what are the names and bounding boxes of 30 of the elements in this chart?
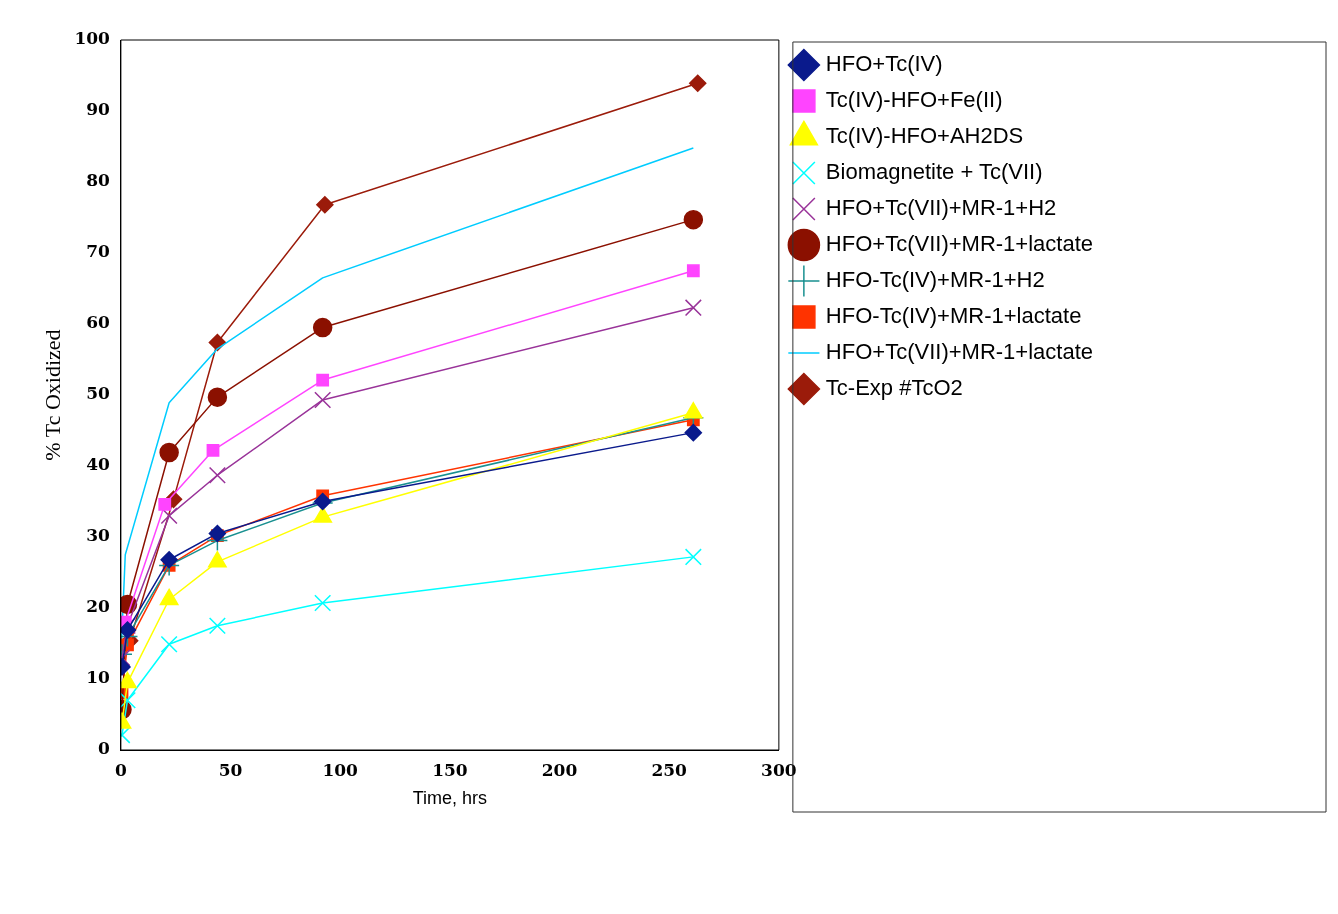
y-tick-label: 80	[86, 170, 111, 191]
y-tick-label: 30	[86, 525, 111, 546]
y-tick-label: 10	[86, 667, 111, 688]
legend-label: HFO+Tc(VII)+MR-1+lactate	[825, 339, 1094, 365]
y-tick-label: 90	[86, 99, 111, 120]
y-tick-label: 40	[86, 454, 111, 475]
y-axis-title: % Tc Oxidized	[39, 329, 65, 461]
legend-label: Biomagnetite + Tc(VII)	[825, 159, 1043, 185]
x-tick-label: 300	[761, 759, 797, 780]
x-tick-label: 50	[218, 759, 243, 780]
legend-label: Tc(IV)-HFO+AH2DS	[825, 123, 1024, 149]
x-tick-label: 250	[651, 759, 688, 780]
y-tick-label: 0	[98, 738, 111, 759]
legend-label: HFO+Tc(VII)+MR-1+H2	[825, 195, 1057, 221]
x-axis-title: Time, hrs	[412, 788, 488, 809]
legend-label: Tc(IV)-HFO+Fe(II)	[825, 87, 1003, 113]
x-tick-label: 100	[322, 759, 359, 780]
y-tick-label: 100	[74, 28, 111, 49]
legend-label: Tc-Exp #TcO2	[825, 375, 963, 401]
y-tick-label: 20	[86, 596, 111, 617]
legend-label: HFO+Tc(IV)	[825, 51, 943, 77]
x-tick-label: 150	[432, 759, 468, 780]
y-tick-label: 60	[86, 312, 111, 333]
legend-label: HFO-Tc(IV)+MR-1+lactate	[825, 303, 1082, 329]
y-tick-label: 70	[86, 241, 111, 262]
y-tick-label: 50	[86, 383, 111, 404]
x-tick-label: 200	[541, 759, 578, 780]
x-tick-label: 0	[114, 759, 127, 780]
legend-label: HFO+Tc(VII)+MR-1+lactate	[825, 231, 1094, 257]
legend-label: HFO-Tc(IV)+MR-1+H2	[825, 267, 1045, 293]
